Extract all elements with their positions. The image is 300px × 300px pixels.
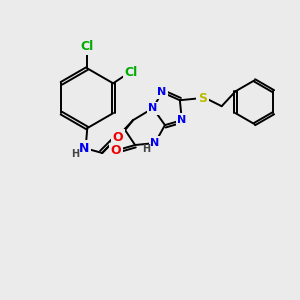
Text: O: O	[113, 130, 124, 144]
Text: N: N	[79, 142, 89, 154]
Text: Cl: Cl	[81, 40, 94, 53]
Text: Cl: Cl	[124, 66, 138, 79]
Text: N: N	[148, 103, 158, 113]
Text: O: O	[111, 145, 122, 158]
Text: N: N	[177, 115, 187, 125]
Text: H: H	[142, 144, 150, 154]
Text: N: N	[157, 87, 167, 97]
Text: N: N	[150, 138, 160, 148]
Text: S: S	[198, 92, 207, 105]
Text: H: H	[71, 149, 80, 159]
